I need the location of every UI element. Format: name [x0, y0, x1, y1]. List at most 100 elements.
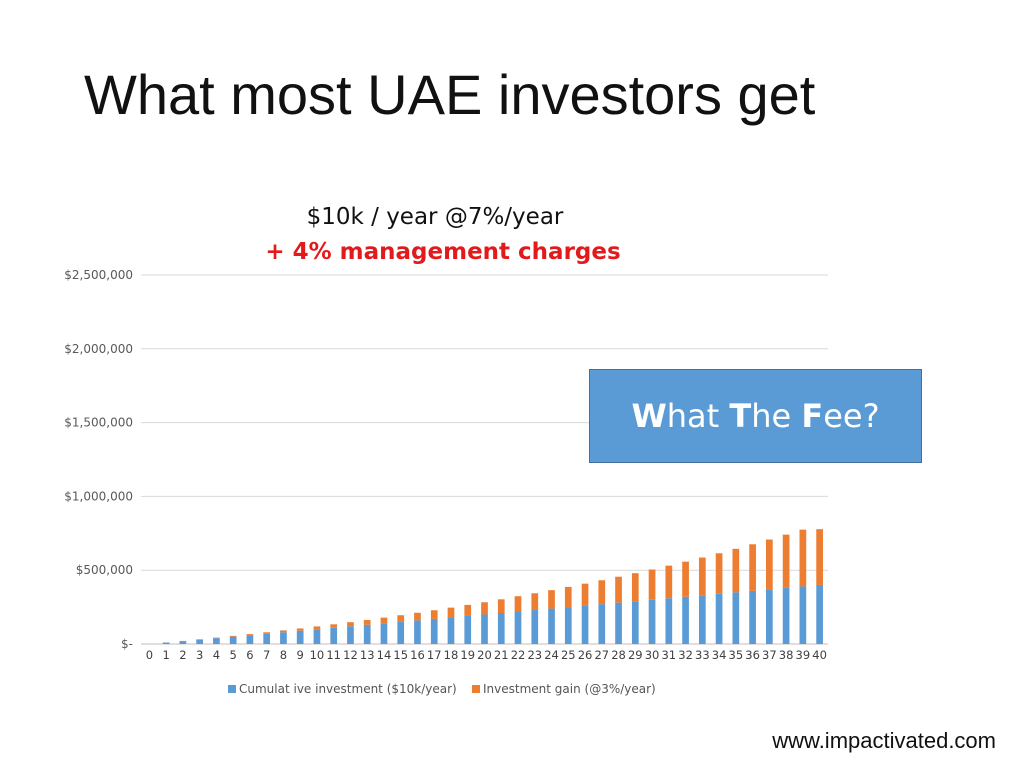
- bar-cumulative-investment: [481, 614, 488, 644]
- x-tick-label: 11: [326, 648, 341, 662]
- bar-investment-gain: [782, 534, 790, 588]
- x-tick-label: 23: [527, 648, 542, 662]
- bar-cumulative-investment: [749, 590, 756, 644]
- bar-investment-gain: [766, 539, 773, 590]
- x-tick-label: 8: [280, 648, 287, 662]
- x-tick-label: 21: [494, 648, 509, 662]
- bar-investment-gain: [732, 548, 740, 593]
- bar-investment-gain: [648, 569, 656, 600]
- chart-subtitle: + 4% management charges: [265, 239, 620, 265]
- x-tick-label: 19: [460, 648, 475, 662]
- bar-investment-gain: [229, 635, 237, 637]
- x-tick-label: 12: [343, 648, 358, 662]
- x-tick-label: 25: [561, 648, 576, 662]
- x-axis: 0 1 2 3 4 5 6 7 8 9 10 11 12 13 14 15 16 17 18 19 20 21 22 23 24…: [146, 648, 827, 662]
- bar-cumulative-investment: [799, 586, 807, 644]
- legend-swatch-gain: [472, 685, 480, 693]
- bar-cumulative-investment: [698, 595, 706, 644]
- x-tick-label: 3: [196, 648, 203, 662]
- y-tick-label: $2,500,000: [64, 268, 133, 282]
- website-url: www.impactivated.com: [772, 728, 996, 753]
- x-tick-label: 6: [246, 648, 253, 662]
- bar-cumulative-investment: [313, 629, 321, 644]
- bar-investment-gain: [816, 529, 823, 585]
- bar-cumulative-investment: [514, 611, 522, 644]
- bar-investment-gain: [548, 590, 555, 609]
- x-tick-label: 35: [729, 648, 744, 662]
- chart-title: $10k / year @7%/year: [307, 204, 564, 230]
- x-tick-label: 1: [162, 648, 169, 662]
- x-tick-label: 15: [393, 648, 408, 662]
- bar-investment-gain: [631, 573, 639, 602]
- bar-investment-gain: [414, 612, 421, 621]
- bar-cumulative-investment: [564, 607, 572, 644]
- x-tick-label: 37: [762, 648, 777, 662]
- bar-cumulative-investment: [464, 615, 472, 644]
- x-tick-label: 31: [661, 648, 676, 662]
- x-tick-label: 17: [427, 648, 442, 662]
- bar-cumulative-investment: [531, 610, 539, 644]
- y-tick-label: $1,000,000: [64, 489, 133, 503]
- bar-investment-gain: [615, 576, 622, 603]
- x-tick-label: 38: [779, 648, 794, 662]
- bar-investment-gain: [397, 615, 405, 622]
- bar-investment-gain: [313, 626, 321, 630]
- bar-investment-gain: [481, 602, 488, 615]
- bar-cumulative-investment: [280, 632, 287, 644]
- x-tick-label: 32: [678, 648, 693, 662]
- y-tick-label: $1,500,000: [64, 416, 133, 430]
- bar-investment-gain: [598, 580, 606, 605]
- bar-cumulative-investment: [380, 623, 388, 644]
- bar-investment-gain: [682, 561, 689, 597]
- bar-investment-gain: [665, 565, 673, 599]
- legend-swatch-cumulative: [228, 685, 236, 693]
- x-tick-label: 13: [360, 648, 375, 662]
- bar-cumulative-investment: [782, 587, 790, 644]
- x-tick-label: 16: [410, 648, 425, 662]
- bar-cumulative-investment: [397, 621, 405, 644]
- bar-cumulative-investment: [347, 626, 354, 644]
- x-tick-label: 22: [511, 648, 526, 662]
- bar-investment-gain: [564, 586, 572, 608]
- bar-cumulative-investment: [447, 617, 455, 644]
- bar-investment-gain: [497, 599, 505, 614]
- bar-cumulative-investment: [229, 636, 237, 644]
- y-tick-label: $500,000: [76, 563, 133, 577]
- bar-cumulative-investment: [414, 620, 421, 644]
- x-tick-label: 18: [444, 648, 459, 662]
- bar-investment-gain: [581, 583, 589, 606]
- y-tick-label: $-: [121, 637, 133, 651]
- bar-investment-gain: [296, 628, 304, 631]
- y-tick-label: $2,000,000: [64, 342, 133, 356]
- x-tick-label: 14: [377, 648, 392, 662]
- bar-cumulative-investment: [598, 604, 606, 644]
- bar-cumulative-investment: [196, 639, 203, 644]
- bar-cumulative-investment: [497, 613, 505, 644]
- x-tick-label: 36: [745, 648, 760, 662]
- bar-investment-gain: [330, 624, 338, 628]
- bar-cumulative-investment: [665, 598, 673, 644]
- bar-cumulative-investment: [715, 593, 723, 644]
- bar-cumulative-investment: [816, 584, 823, 644]
- bar-cumulative-investment: [648, 599, 656, 644]
- x-tick-label: 24: [544, 648, 559, 662]
- bar-cumulative-investment: [363, 624, 371, 644]
- x-tick-label: 39: [796, 648, 811, 662]
- bar-investment-gain: [698, 557, 706, 596]
- x-tick-label: 4: [213, 648, 220, 662]
- x-tick-label: 34: [712, 648, 727, 662]
- bar-cumulative-investment: [631, 601, 639, 644]
- x-tick-label: 26: [578, 648, 593, 662]
- bar-cumulative-investment: [179, 641, 187, 644]
- x-tick-label: 0: [146, 648, 153, 662]
- bar-cumulative-investment: [548, 608, 555, 644]
- bar-cumulative-investment: [732, 592, 740, 644]
- bar-cumulative-investment: [162, 642, 170, 644]
- x-tick-label: 27: [594, 648, 609, 662]
- bar-investment-gain: [347, 622, 354, 627]
- bar-cumulative-investment: [246, 635, 254, 644]
- legend: Cumulat ive investment ($10k/year) Inves…: [228, 682, 656, 696]
- bar-cumulative-investment: [330, 627, 338, 644]
- y-axis: $- $500,000 $1,000,000 $1,500,000 $2,000,000…: [64, 268, 133, 651]
